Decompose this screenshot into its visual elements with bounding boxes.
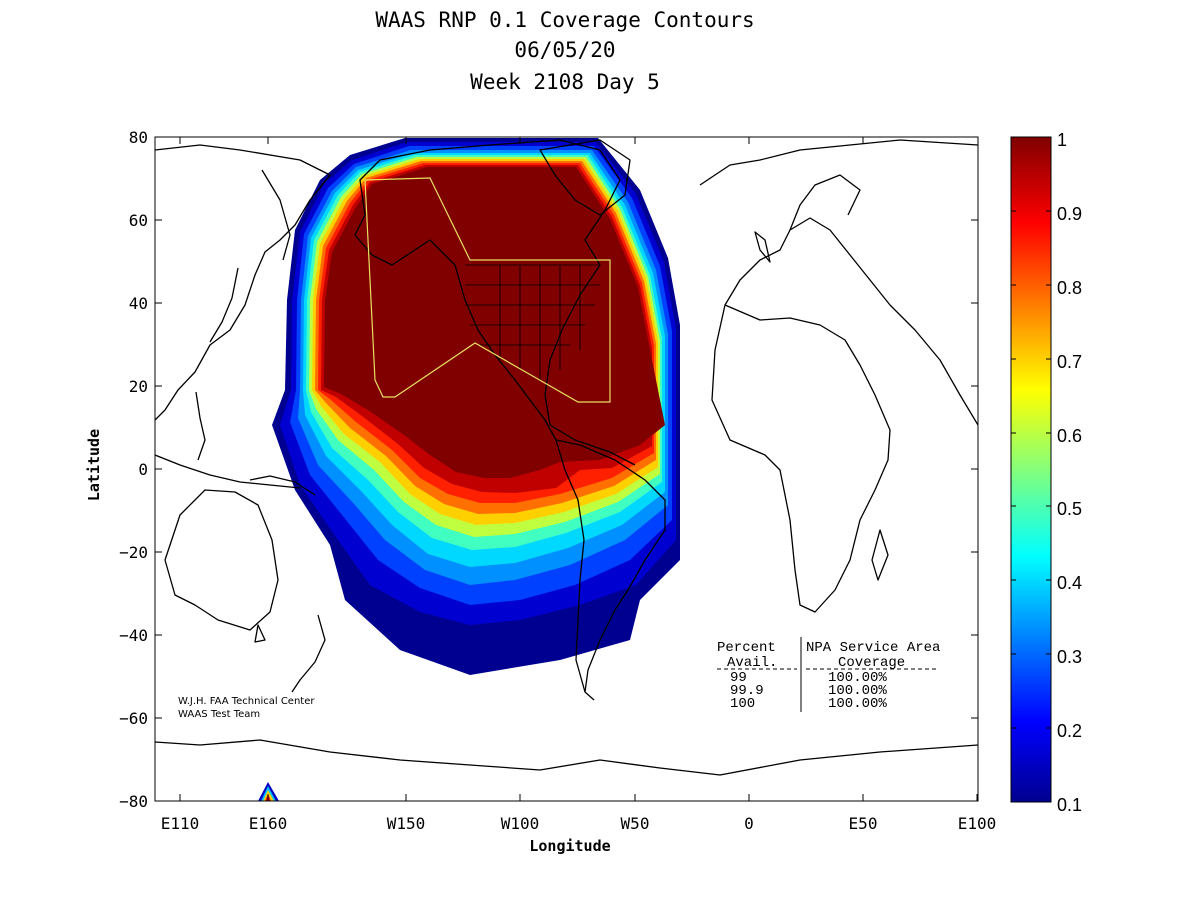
land-uk (754, 231, 771, 263)
land-kamchatka (261, 169, 291, 261)
table-cell-avail: 99.9 (730, 683, 764, 699)
table-row: 99.9 100.00% (730, 683, 887, 699)
colorbar-tick-label: 1 (1057, 130, 1067, 150)
y-tick-label: 80 (129, 128, 148, 147)
us-state-borders (465, 264, 600, 380)
land-africa (711, 304, 891, 613)
table-header-npa: NPA Service Area (806, 640, 940, 656)
land-south-america (555, 439, 666, 701)
land-scandinavia (789, 174, 861, 231)
colorbar-tick-label: 0.4 (1057, 573, 1082, 593)
y-tick-label: 60 (129, 211, 148, 230)
x-tick-label: W100 (501, 814, 540, 833)
y-tick-label: −40 (119, 626, 148, 645)
land-madagascar (871, 529, 889, 581)
map-plot-area (155, 137, 978, 801)
y-axis-label: Latitude (85, 429, 103, 501)
title-line-2: 06/05/20 (514, 38, 615, 62)
land-japan (209, 267, 239, 343)
colorbar: 1 0.9 0.8 0.7 0.6 0.5 0.4 0.3 0.2 0.1 (1010, 130, 1082, 815)
credit-line-1: W.J.H. FAA Technical Center (178, 696, 315, 707)
table-row: 99 100.00% (730, 670, 887, 686)
x-tick-label: E160 (249, 814, 288, 833)
land-europe-africa (699, 139, 978, 186)
colorbar-tick-label: 0.8 (1057, 278, 1082, 298)
land-asia (155, 144, 331, 421)
x-tick-label: 0 (744, 814, 754, 833)
y-tick-label: 40 (129, 294, 148, 313)
colorbar-tick-label: 0.9 (1057, 204, 1082, 224)
y-tick-label: −20 (119, 543, 148, 562)
x-axis-label: Longitude (529, 837, 610, 855)
table-cell-coverage: 100.00% (828, 670, 887, 686)
land-australia (164, 489, 279, 631)
title-line-3: Week 2108 Day 5 (470, 70, 660, 94)
title-line-1: WAAS RNP 0.1 Coverage Contours (375, 8, 754, 32)
land-europe (724, 217, 978, 426)
colorbar-tick-label: 0.3 (1057, 647, 1082, 667)
coverage-contours (272, 138, 680, 675)
land-alaska-west (354, 159, 431, 266)
colorbar-tick-label: 0.1 (1057, 795, 1082, 815)
figure-title: WAAS RNP 0.1 Coverage Contours 06/05/20 … (375, 8, 754, 94)
land-tasmania (254, 624, 266, 643)
x-tick-label: E110 (161, 814, 200, 833)
land-new-zealand (291, 614, 326, 693)
x-tick-label: E100 (958, 814, 997, 833)
colorbar-gradient (1010, 136, 1052, 803)
table-subheader-avail: Avail. (727, 655, 777, 671)
colorbar-tick-label: 0.7 (1057, 352, 1082, 372)
x-axis: E110 E160 W150 W100 W50 0 E50 E100 (161, 137, 997, 833)
land-sa-west-coast (555, 439, 586, 693)
table-cell-coverage: 100.00% (828, 683, 887, 699)
table-row: 100 100.00% (730, 696, 887, 712)
land-greenland (539, 139, 631, 216)
contour-band-12 (324, 167, 665, 478)
npa-service-area-boundary (364, 177, 611, 403)
credit-line-2: WAAS Test Team (178, 709, 260, 720)
land-antarctica (155, 739, 978, 776)
y-axis: 80 60 40 20 0 −20 −40 −60 −80 (119, 128, 978, 811)
x-tick-label: W50 (621, 814, 650, 833)
colorbar-tick-label: 0.2 (1057, 721, 1082, 741)
x-tick-label: E50 (849, 814, 878, 833)
y-tick-label: 0 (138, 460, 148, 479)
table-cell-avail: 99 (730, 670, 747, 686)
land-philippines (195, 391, 206, 461)
y-tick-label: −60 (119, 709, 148, 728)
x-tick-label: W150 (387, 814, 426, 833)
table-subheader-coverage: Coverage (838, 655, 905, 671)
table-header-percent: Percent (717, 640, 776, 656)
availability-table: Percent NPA Service Area Avail. Coverage… (717, 637, 940, 712)
y-tick-label: −80 (119, 792, 148, 811)
land-new-guinea (249, 475, 316, 496)
colorbar-tick-label: 0.6 (1057, 426, 1082, 446)
y-tick-label: 20 (129, 377, 148, 396)
table-cell-avail: 100 (730, 696, 755, 712)
table-cell-coverage: 100.00% (828, 696, 887, 712)
land-indonesia (155, 454, 301, 489)
colorbar-tick-label: 0.5 (1057, 499, 1082, 519)
